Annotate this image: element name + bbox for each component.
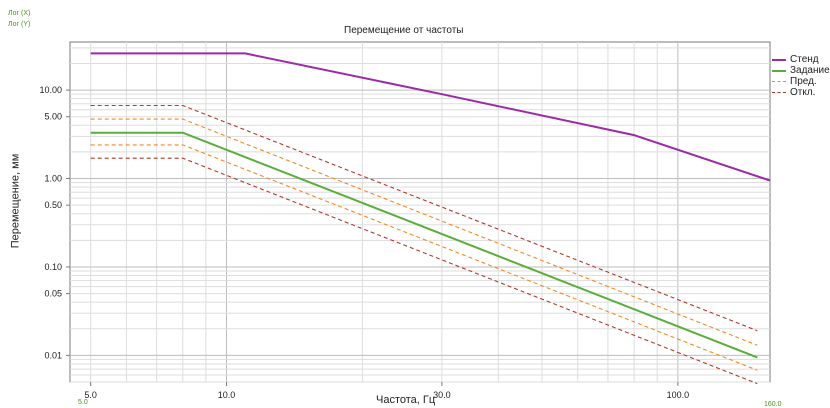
y-tick-label: 0.01 [44,350,62,360]
x-tick-label: 10.0 [218,390,236,400]
legend: Стенд Задание Пред. Откл. [772,54,830,98]
series-4-point-3 [757,370,758,371]
y-axis-scale-label: Лог (Y) [8,21,31,28]
x-axis-scale-label: Лог (X) [8,10,31,17]
x-tick-label: 100.0 [667,390,690,400]
legend-item-2: Задание [772,65,830,76]
legend-item-3: Пред. [772,76,830,87]
series-4-point-1 [90,144,91,145]
series-group [90,52,771,385]
y-tick-label: 1.00 [44,174,62,184]
x-tick-label: 30.0 [433,390,451,400]
y-tick-label: 5.00 [44,112,62,122]
series-1-point-5 [769,180,770,181]
y-tick-label: 10.00 [39,85,62,95]
y-tick-label: 0.05 [44,289,62,299]
series-4-point-2 [182,144,183,145]
legend-item-1: Стенд [772,54,830,65]
series-line-6 [90,157,758,385]
series-5-point-3 [757,330,758,331]
series-2-point-2 [182,132,183,133]
series-3-point-1 [90,119,91,120]
x-min-corner-label: 5.0 [78,399,88,406]
series-1-point-2 [245,53,246,54]
series-3-point-3 [757,345,758,346]
legend-label: Пред. [790,76,817,87]
y-tick-label: 0.10 [44,262,62,272]
x-tick-label: 5.0 [84,390,97,400]
series-5-point-1 [90,105,91,106]
series-6-point-2 [182,158,183,159]
series-line-2 [90,131,758,359]
legend-swatch [772,81,786,82]
grid-group [70,42,770,383]
chart-title: Перемещение от частоты [344,25,464,36]
series-2-point-3 [757,357,758,358]
legend-item-4: Откл. [772,87,830,98]
series-line-4 [90,144,758,371]
legend-label: Откл. [790,87,816,98]
y-tick-label: 0.50 [44,200,62,210]
series-6-point-1 [90,158,91,159]
x-max-corner-label: 160.0 [764,401,782,408]
tick-group: 5.0 10.0 30.0 100.0 10.00 5.00 1.00 0.50 0.10 0.0… [39,85,689,400]
legend-label: Задание [790,65,830,76]
series-line-5 [90,104,758,332]
legend-swatch [772,58,786,61]
legend-label: Стенд [790,54,819,65]
legend-swatch [772,69,786,72]
series-3-point-2 [182,119,183,120]
series-line-3 [90,118,758,346]
series-line-1 [90,52,771,182]
x-axis-label: Частота, Гц [376,394,436,406]
series-1-point-1 [90,53,91,54]
series-5-point-2 [182,105,183,106]
series-6-point-3 [757,383,758,384]
series-1-point-3 [441,94,442,95]
legend-swatch [772,92,786,93]
series-1-point-4 [634,134,635,135]
series-2-point-1 [90,132,91,133]
